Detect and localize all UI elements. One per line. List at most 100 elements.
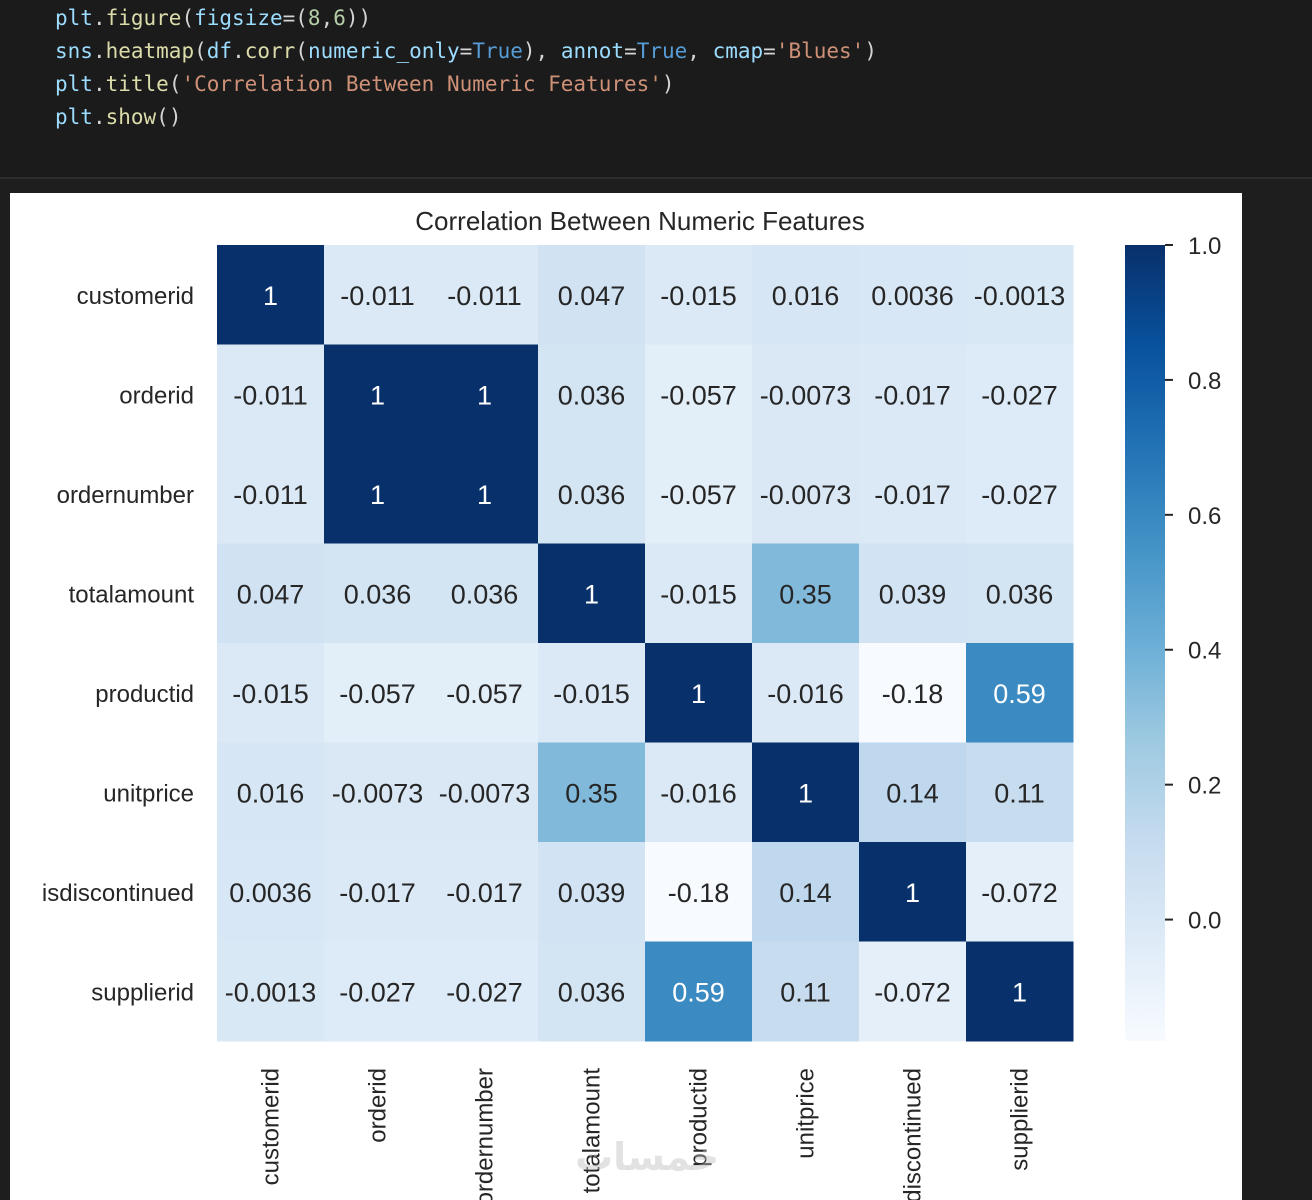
heatmap-cell bbox=[431, 444, 539, 544]
heatmap-cell bbox=[217, 543, 325, 644]
heatmap-cell bbox=[752, 941, 860, 1042]
row-label: customerid bbox=[77, 283, 194, 310]
heatmap-cell bbox=[217, 245, 325, 345]
cell-annotation: 1 bbox=[905, 878, 920, 908]
heatmap-cell bbox=[324, 842, 432, 942]
heatmap-cell bbox=[859, 643, 967, 743]
heatmap-cell bbox=[324, 245, 432, 345]
cell-annotation: 0.0036 bbox=[871, 281, 954, 311]
colorbar-tick-label: 0.8 bbox=[1188, 368, 1221, 395]
cell-annotation: 1 bbox=[798, 778, 813, 808]
cell-annotation: -0.18 bbox=[668, 878, 730, 908]
cell-annotation: -0.011 bbox=[447, 281, 522, 311]
heatmap-cell bbox=[752, 444, 860, 544]
heatmap-annotations: 1 -0.011 -0.011 0.047 -0.015 0.016 0.0036 -0.00… bbox=[225, 281, 1066, 1008]
cell-annotation: -0.011 bbox=[233, 380, 308, 410]
heatmap-cell bbox=[324, 444, 432, 544]
heatmap-cell bbox=[217, 643, 325, 743]
cell-annotation: -0.017 bbox=[874, 480, 951, 510]
cell-annotation: -0.011 bbox=[233, 480, 308, 510]
heatmap-cell bbox=[966, 344, 1074, 445]
heatmap-cell bbox=[324, 941, 432, 1042]
cell-annotation: -0.016 bbox=[767, 679, 844, 709]
row-label: orderid bbox=[119, 382, 194, 409]
cell-annotation: 0.047 bbox=[558, 281, 626, 311]
heatmap-cell bbox=[538, 245, 646, 345]
heatmap-cell bbox=[752, 245, 860, 345]
column-label: supplierid bbox=[1007, 1068, 1034, 1171]
cell-annotation: -0.0013 bbox=[225, 977, 317, 1007]
heatmap-cell bbox=[645, 842, 753, 942]
code-editor[interactable]: plt.figure(figsize=(8,6)) sns.heatmap(df.… bbox=[55, 2, 877, 134]
heatmap-cell bbox=[324, 742, 432, 843]
row-label: supplierid bbox=[91, 979, 194, 1006]
column-label: unitprice bbox=[793, 1068, 820, 1159]
row-label: unitprice bbox=[103, 780, 194, 807]
heatmap-cell bbox=[431, 344, 539, 445]
heatmap-cell bbox=[217, 344, 325, 445]
column-label: ordernumber bbox=[472, 1068, 499, 1200]
code-cell[interactable]: plt.figure(figsize=(8,6)) sns.heatmap(df.… bbox=[0, 0, 1312, 179]
heatmap-cell bbox=[538, 842, 646, 942]
heatmap-cell bbox=[859, 245, 967, 345]
colorbar-tick-label: 0.6 bbox=[1188, 503, 1221, 530]
cell-annotation: 1 bbox=[263, 281, 278, 311]
heatmap-cell bbox=[324, 543, 432, 644]
cell-annotation: 0.047 bbox=[237, 579, 305, 609]
cell-annotation: 1 bbox=[584, 579, 599, 609]
heatmap-cell bbox=[217, 941, 325, 1042]
cell-annotation: 0.0036 bbox=[229, 878, 312, 908]
row-label: productid bbox=[95, 681, 194, 708]
heatmap-cell bbox=[645, 543, 753, 644]
colorbar-tick-label: 1.0 bbox=[1188, 233, 1221, 260]
cell-annotation: -0.015 bbox=[660, 579, 737, 609]
cell-annotation: -0.0073 bbox=[332, 778, 424, 808]
heatmap-cell bbox=[645, 245, 753, 345]
row-labels: customerid orderid ordernumber totalamount p… bbox=[42, 283, 194, 1007]
heatmap-cell bbox=[538, 543, 646, 644]
heatmap-cell bbox=[538, 742, 646, 843]
heatmap-cell bbox=[645, 742, 753, 843]
heatmap-cell bbox=[538, 444, 646, 544]
heatmap-cell bbox=[752, 842, 860, 942]
column-label: productid bbox=[686, 1068, 713, 1167]
heatmap-cell bbox=[431, 245, 539, 345]
cell-annotation: -0.017 bbox=[874, 380, 951, 410]
cell-annotation: 0.039 bbox=[879, 579, 947, 609]
code-line: plt.figure(figsize=(8,6)) bbox=[55, 6, 372, 30]
watermark: خمسات bbox=[575, 1135, 719, 1179]
heatmap-cell bbox=[645, 444, 753, 544]
heatmap-cell bbox=[645, 643, 753, 743]
heatmap-cell bbox=[217, 742, 325, 843]
heatmap-cell bbox=[966, 444, 1074, 544]
cell-annotation: 1 bbox=[1012, 977, 1027, 1007]
code-line: plt.show() bbox=[55, 105, 182, 129]
output-area: Correlation Between Numeric Features 1 -0… bbox=[10, 193, 1242, 1200]
heatmap-cell bbox=[431, 543, 539, 644]
heatmap-cell bbox=[752, 742, 860, 843]
cell-annotation: -0.017 bbox=[339, 878, 416, 908]
cell-annotation: 0.036 bbox=[558, 977, 626, 1007]
heatmap-cell bbox=[966, 842, 1074, 942]
cell-annotation: 0.016 bbox=[237, 778, 305, 808]
heatmap-chart: Correlation Between Numeric Features 1 -0… bbox=[42, 206, 1221, 1200]
cell-annotation: -0.057 bbox=[339, 679, 416, 709]
cell-annotation: 0.036 bbox=[986, 579, 1054, 609]
heatmap-cell bbox=[966, 742, 1074, 843]
cell-annotation: 0.11 bbox=[780, 977, 831, 1007]
heatmap-cell bbox=[859, 941, 967, 1042]
heatmap-cell bbox=[538, 344, 646, 445]
heatmap-cell bbox=[538, 941, 646, 1042]
heatmap-cell bbox=[431, 842, 539, 942]
cell-annotation: -0.017 bbox=[446, 878, 523, 908]
cell-annotation: -0.057 bbox=[660, 480, 737, 510]
cell-annotation: -0.027 bbox=[981, 380, 1058, 410]
cell-annotation: -0.18 bbox=[882, 679, 944, 709]
row-label: totalamount bbox=[69, 581, 195, 608]
column-labels: customerid orderid ordernumber totalamount p… bbox=[258, 1068, 1034, 1200]
cell-annotation: -0.0073 bbox=[760, 480, 852, 510]
heatmap-cell bbox=[217, 444, 325, 544]
cell-annotation: 0.036 bbox=[451, 579, 519, 609]
cell-annotation: -0.015 bbox=[232, 679, 309, 709]
cell-annotation: 0.35 bbox=[565, 778, 618, 808]
